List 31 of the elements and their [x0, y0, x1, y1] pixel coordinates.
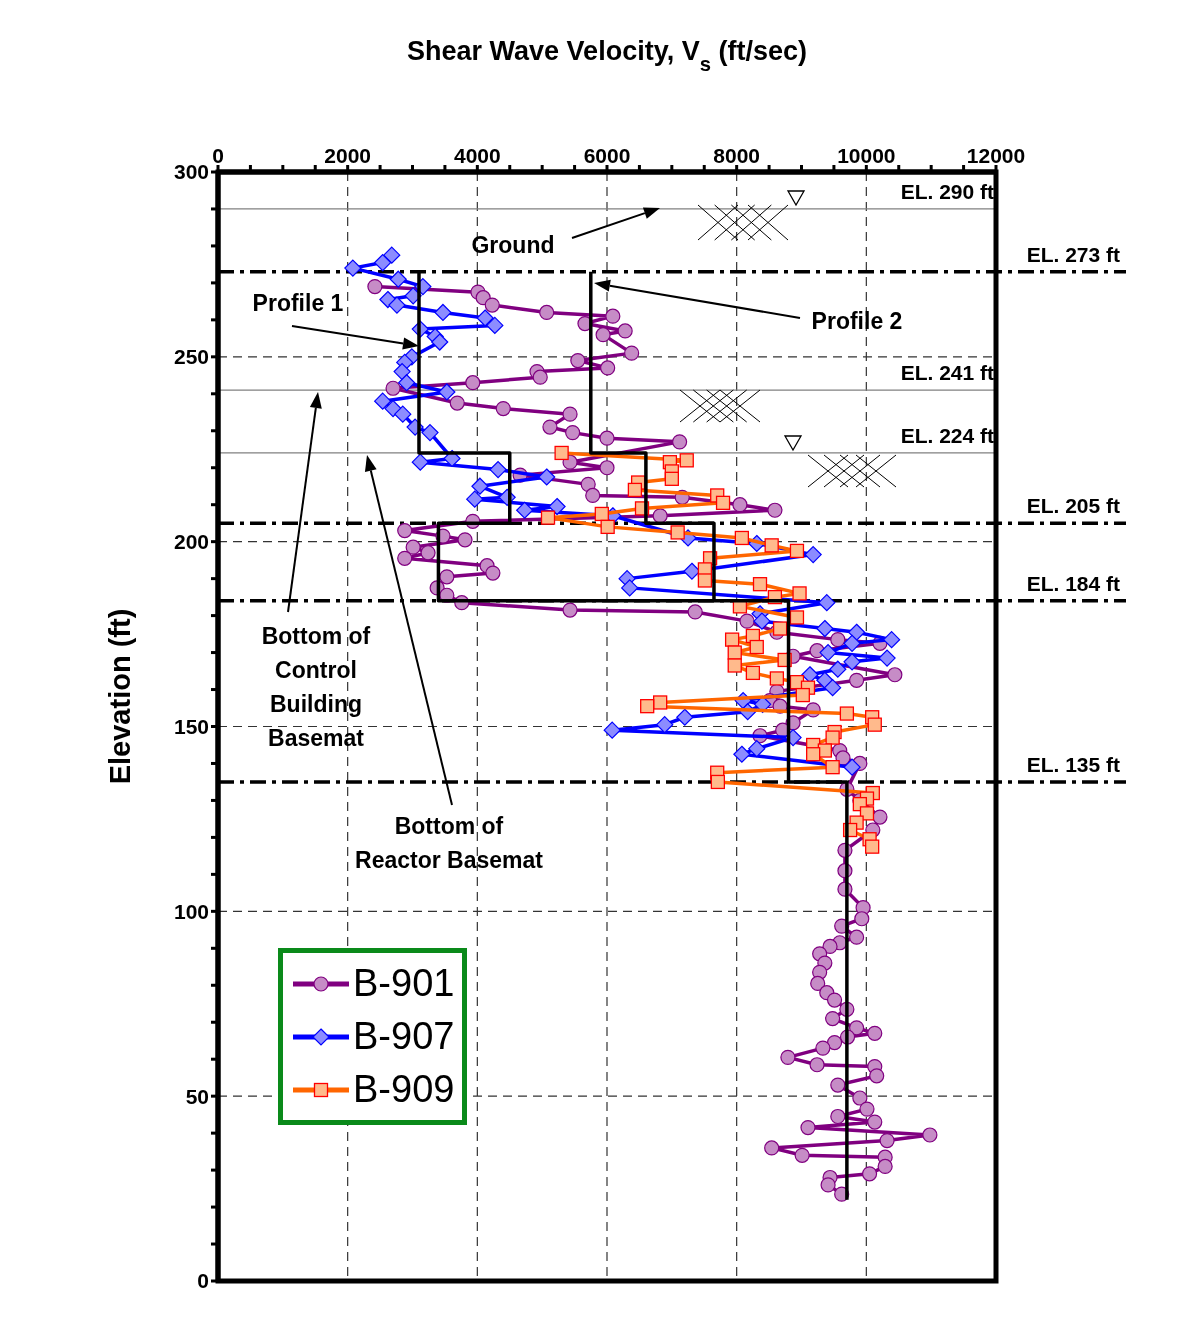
annotation: Bottom of Reactor Basemat — [355, 813, 544, 873]
x-tick-label: 0 — [212, 144, 224, 167]
legend-label: B-909 — [353, 1068, 455, 1111]
x-axis-title: Shear Wave Velocity, V$_{s}$ (ft/sec) — [407, 36, 807, 75]
y-tick-label: 200 — [173, 530, 209, 554]
x-tick-label: 12000 — [966, 144, 1026, 167]
annotation: Bottom of Control Building Basemat — [261, 623, 371, 751]
y-tick-label: 100 — [173, 899, 209, 923]
x-tick-label: 6000 — [583, 144, 631, 167]
legend-label: B-907 — [353, 1015, 455, 1058]
x-tick-label: 10000 — [837, 144, 896, 167]
x-tick-label: 4000 — [453, 144, 501, 167]
legend-label: B-901 — [353, 962, 455, 1005]
y-tick-label: 0 — [197, 1269, 209, 1293]
annotation: Profile 2 — [811, 308, 903, 334]
ref-line-label: EL. 224 ft — [900, 423, 994, 447]
y-tick-label: 300 — [173, 160, 209, 184]
y-axis-title: Elevation (ft) — [104, 608, 136, 785]
ref-line-label: EL. 273 ft — [1026, 242, 1120, 266]
ref-line-label: EL. 135 ft — [1026, 752, 1120, 776]
ref-line-label: EL. 290 ft — [900, 179, 994, 203]
ref-line-label: EL. 184 ft — [1026, 571, 1120, 595]
y-tick-label: 150 — [173, 714, 209, 738]
annotation: Ground — [471, 232, 555, 258]
ref-line-label: EL. 205 ft — [1026, 494, 1120, 518]
x-tick-label: 2000 — [324, 144, 372, 167]
y-tick-label: 50 — [185, 1084, 209, 1108]
annotation: Profile 1 — [252, 290, 344, 316]
y-tick-label: 250 — [173, 345, 209, 369]
ref-line-label: EL. 241 ft — [900, 361, 994, 385]
x-tick-label: 8000 — [713, 144, 761, 167]
